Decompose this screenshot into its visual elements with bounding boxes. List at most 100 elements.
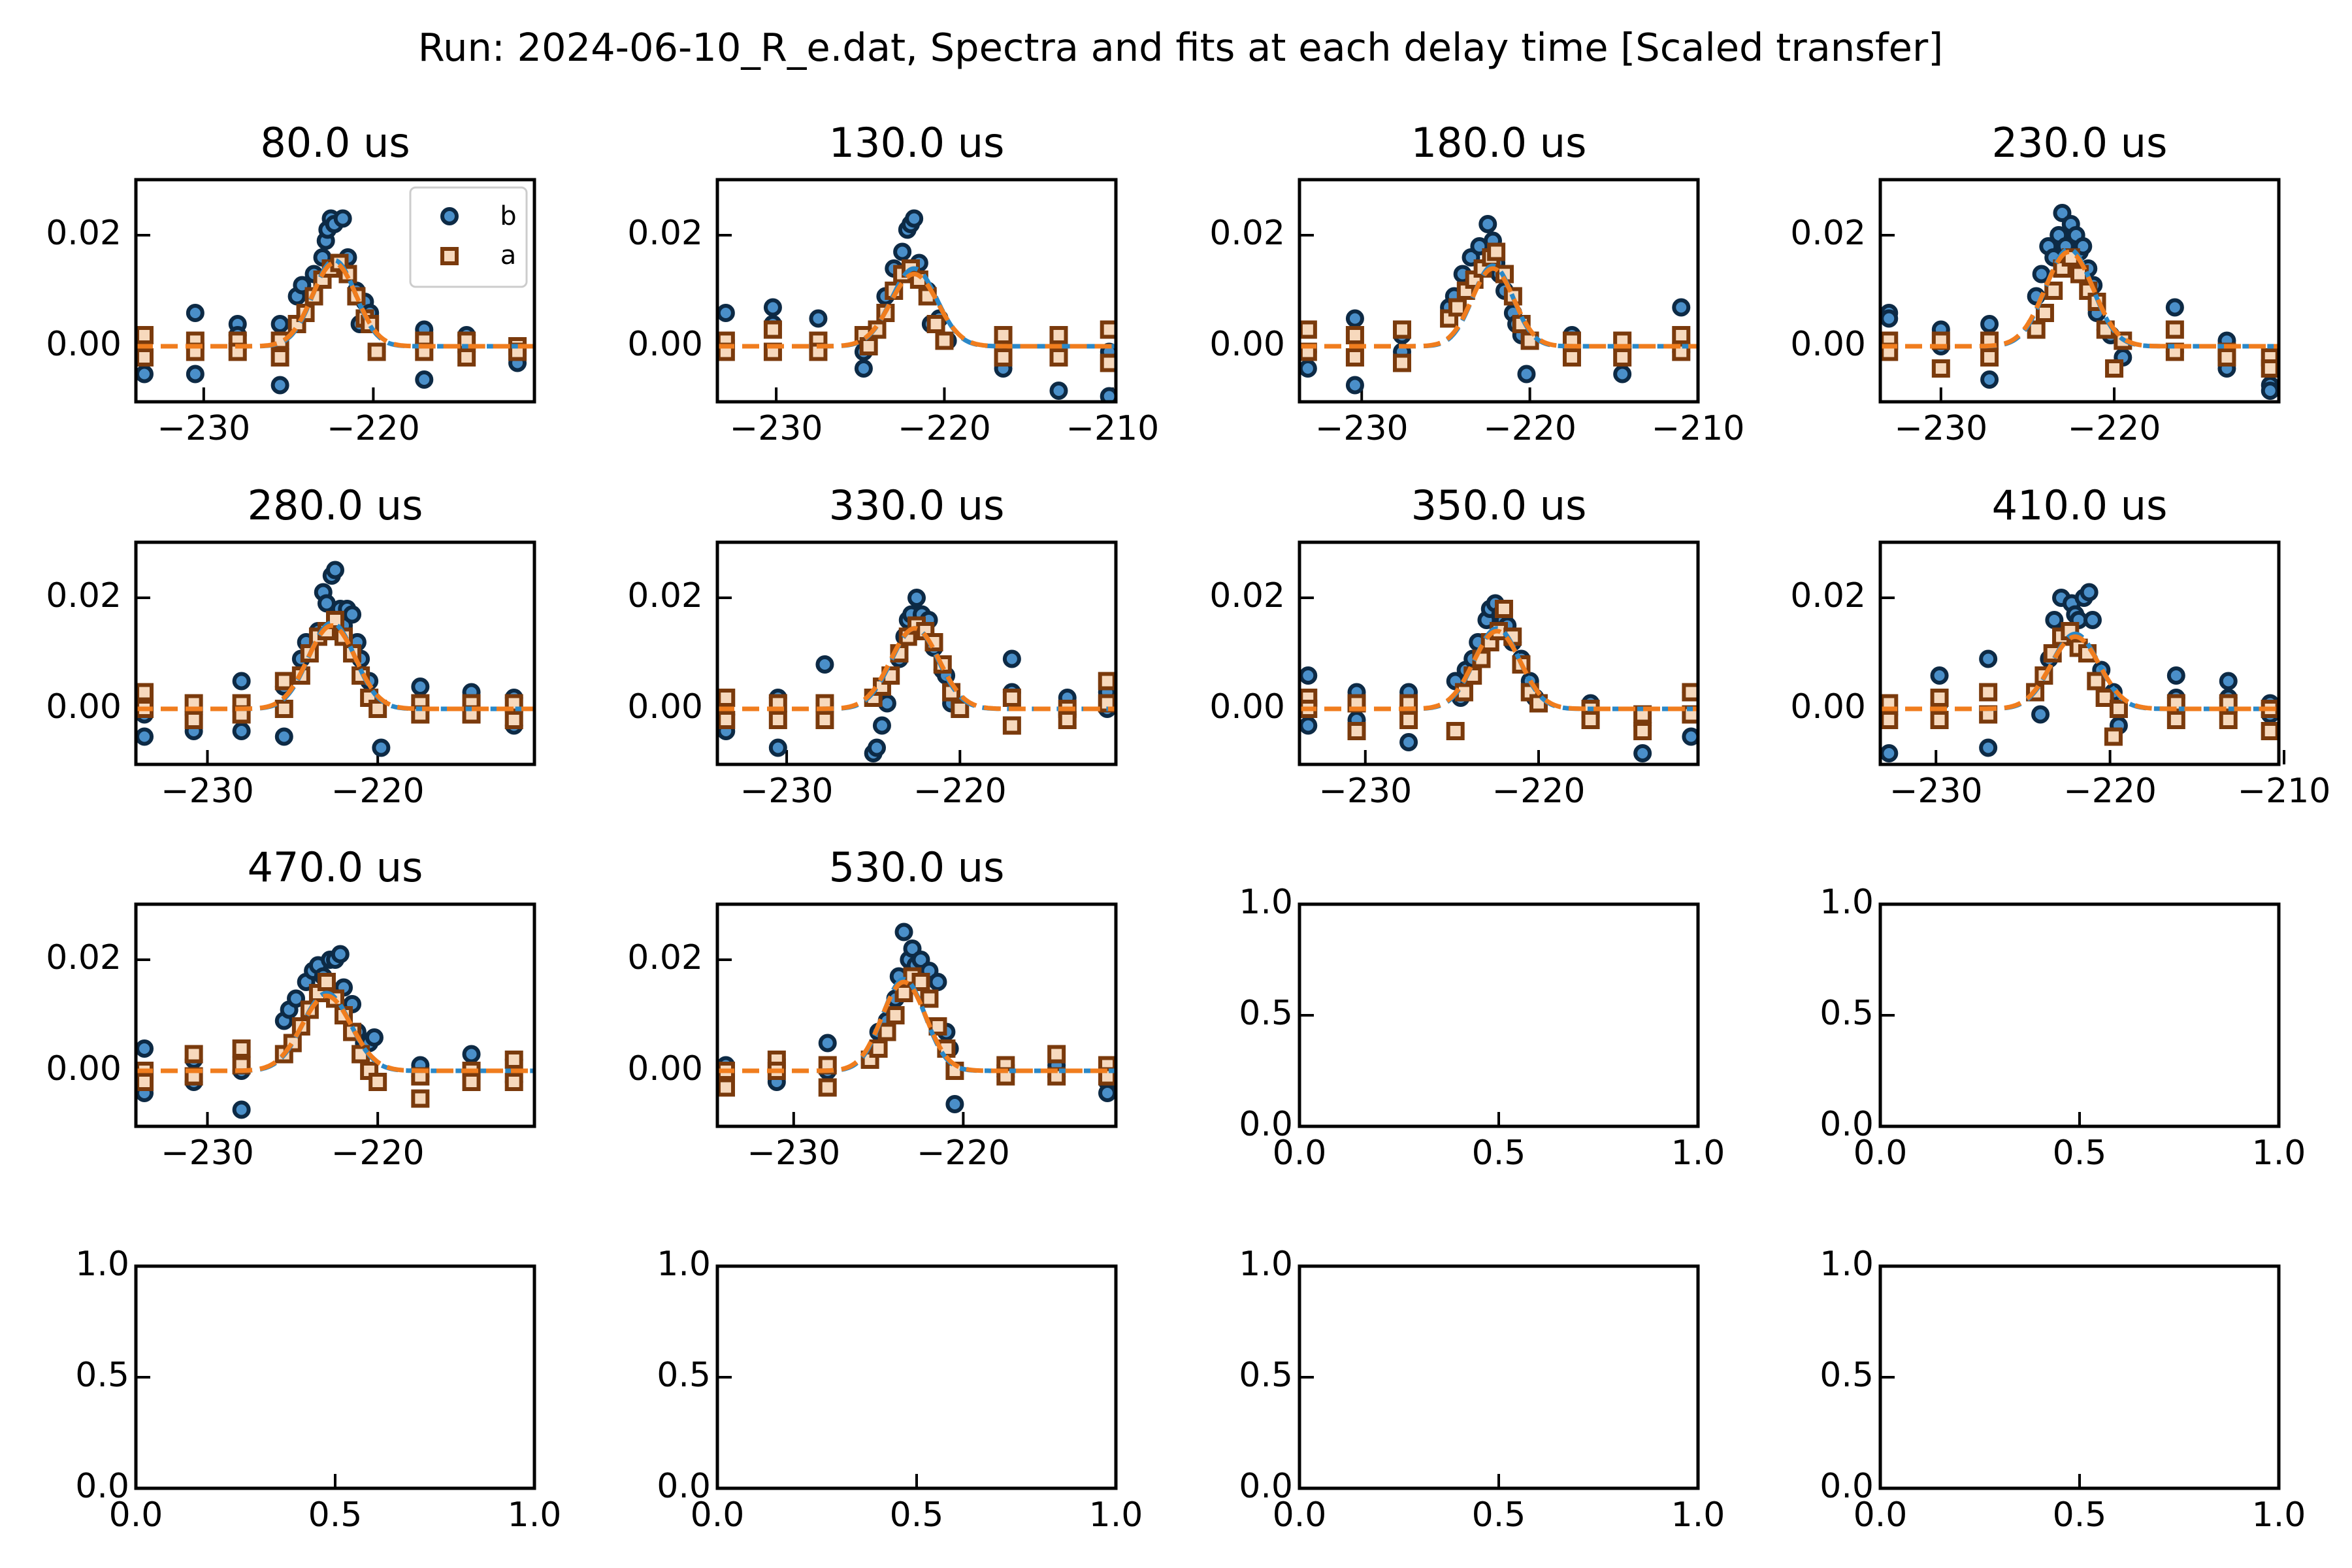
data-point-a xyxy=(877,1022,896,1041)
data-point-b xyxy=(411,678,430,696)
x-tick-label: 1.0 xyxy=(1089,1495,1143,1535)
x-tick-label: −220 xyxy=(327,409,420,448)
data-point-b xyxy=(945,1095,964,1113)
x-tick-label: 0.5 xyxy=(1472,1495,1526,1535)
axes-frame xyxy=(1878,540,2281,766)
data-point-a xyxy=(184,1045,203,1064)
x-tick-label: −220 xyxy=(2068,409,2161,448)
axes-frame xyxy=(715,902,1118,1128)
data-point-a xyxy=(1446,722,1465,740)
data-point-b xyxy=(1478,215,1497,233)
legend-label-a: a xyxy=(500,240,517,270)
x-tick-label: −230 xyxy=(740,772,834,811)
data-point-a xyxy=(1682,683,1698,702)
y-tick-label: 0.00 xyxy=(627,1049,703,1088)
y-tick-label: 0.00 xyxy=(46,687,122,727)
y-tick-label: 0.02 xyxy=(1209,576,1285,615)
x-tick-label: 0.0 xyxy=(109,1495,163,1535)
data-point-b xyxy=(331,945,350,964)
data-point-a xyxy=(136,1073,154,1091)
data-point-b xyxy=(763,298,782,317)
data-point-a xyxy=(317,973,336,991)
data-point-b xyxy=(905,209,924,228)
data-point-b xyxy=(2080,583,2099,602)
data-point-b xyxy=(1299,359,1317,378)
empty-subplot: 0.00.0 0.5 0.5 1.0 1.0 xyxy=(1239,1245,1725,1535)
data-point-a xyxy=(2035,304,2054,322)
data-point-a xyxy=(2044,282,2063,300)
data-point-a xyxy=(1345,348,1364,367)
data-point-b xyxy=(1980,315,1999,333)
plot-area xyxy=(1299,215,1698,395)
x-tick-label: 1.0 xyxy=(2252,1134,2306,1173)
fit-curve-a xyxy=(136,261,534,349)
data-point-b xyxy=(1682,727,1698,746)
data-point-a xyxy=(2166,711,2185,729)
y-tick-label: 0.00 xyxy=(46,325,122,364)
data-point-a xyxy=(270,348,289,367)
data-point-b xyxy=(2261,382,2279,400)
data-point-a xyxy=(2095,689,2114,707)
data-point-a xyxy=(1100,320,1116,339)
axes-frame xyxy=(1298,178,1700,404)
y-tick-label: 0.02 xyxy=(46,938,122,977)
legend-box xyxy=(409,186,528,288)
y-tick-label: 0.00 xyxy=(1790,325,1866,364)
data-point-b xyxy=(1345,309,1364,328)
x-tick-label: −220 xyxy=(331,1134,425,1173)
axes-frame xyxy=(1298,1264,1700,1490)
data-point-a xyxy=(1393,320,1412,339)
y-tick-label: 1.0 xyxy=(1820,883,1874,922)
data-point-a xyxy=(2217,348,2236,367)
data-point-a xyxy=(2027,320,2046,339)
subplot-panel: 230.0 us −230 −220 0.00 0.02 xyxy=(1790,119,2281,448)
plot-area xyxy=(136,945,534,1119)
x-tick-label: 1.0 xyxy=(1671,1134,1725,1173)
axes-frame xyxy=(134,178,536,404)
subplot-panel: 530.0 us −230 −220 0.00 0.02 xyxy=(627,843,1118,1173)
data-point-a xyxy=(367,342,386,361)
data-point-a xyxy=(1520,331,1539,350)
data-point-b xyxy=(2031,705,2050,724)
data-point-b xyxy=(372,738,391,757)
data-point-a xyxy=(2261,359,2279,378)
data-point-b xyxy=(768,738,787,757)
axes-frame xyxy=(1878,178,2281,404)
subplot-title: 280.0 us xyxy=(248,482,423,529)
data-point-b xyxy=(717,304,735,322)
data-point-a xyxy=(1299,320,1317,339)
axes-frame xyxy=(134,902,536,1128)
data-point-b xyxy=(872,716,891,735)
data-point-a xyxy=(1399,711,1418,729)
x-tick-label: 0.5 xyxy=(1472,1134,1526,1173)
data-point-a xyxy=(994,326,1013,344)
y-tick-label: 0.0 xyxy=(1239,1105,1293,1144)
subplot-panel: 470.0 us −230 −220 0.00 0.02 xyxy=(46,843,536,1173)
data-point-a xyxy=(763,320,782,339)
data-point-a xyxy=(411,1089,430,1108)
fit-curve-a xyxy=(1299,266,1698,349)
data-point-b xyxy=(1880,744,1899,762)
empty-subplot: 0.00.0 0.5 0.5 1.0 1.0 xyxy=(75,1245,561,1535)
plot-area xyxy=(717,209,1116,402)
data-point-b xyxy=(2219,672,2238,691)
data-point-b xyxy=(1399,733,1418,751)
y-tick-label: 0.00 xyxy=(1790,687,1866,727)
data-point-b xyxy=(1633,744,1652,762)
data-point-a xyxy=(136,348,154,367)
data-point-b xyxy=(333,209,352,228)
data-point-a xyxy=(818,1078,837,1097)
x-tick-label: −230 xyxy=(161,772,254,811)
data-point-b xyxy=(928,973,947,991)
x-tick-label: −210 xyxy=(1652,409,1745,448)
y-tick-label: 0.00 xyxy=(627,687,703,727)
x-tick-label: 0.5 xyxy=(890,1495,944,1535)
data-point-a xyxy=(2104,727,2123,746)
plot-area xyxy=(717,923,1116,1113)
y-tick-label: 0.5 xyxy=(1239,994,1293,1033)
empty-subplot: 0.00.0 0.5 0.5 1.0 1.0 xyxy=(657,1245,1143,1535)
data-point-b xyxy=(343,605,362,624)
data-point-b xyxy=(136,1039,154,1058)
data-point-b xyxy=(1002,649,1021,668)
x-tick-label: −220 xyxy=(917,1134,1010,1173)
